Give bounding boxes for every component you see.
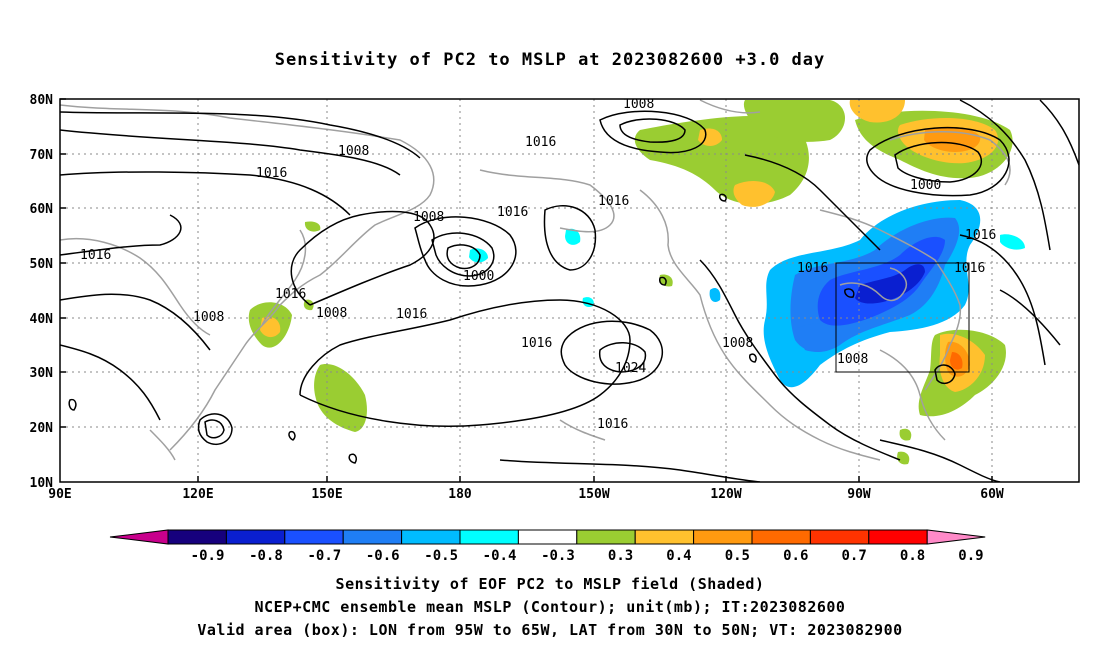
contour-label: 1016 <box>797 261 828 276</box>
colorbar: -0.9 -0.8 -0.7 -0.6 -0.5 -0.4 -0.3 0.3 0.4 0.5 0.6… <box>109 529 986 560</box>
contour-label: 1008 <box>837 352 868 367</box>
shade-positive-arctic-west <box>634 115 809 205</box>
lat-label: 40N <box>30 312 54 327</box>
colorbar-label: -0.9 <box>191 548 225 560</box>
colorbar-label: 0.3 <box>608 548 633 560</box>
contour-label: 1008 <box>413 210 444 225</box>
shade-positive-arctic-top <box>849 100 905 123</box>
shade-negative-labrador <box>1000 234 1025 250</box>
lat-label: 20N <box>30 421 54 436</box>
shade-negative-gulf <box>795 323 845 352</box>
caption-shading: Sensitivity of EOF PC2 to MSLP field (Sh… <box>335 575 765 593</box>
colorbar-segment <box>284 529 344 545</box>
map-title: Sensitivity of PC2 to MSLP at 2023082600… <box>274 50 826 70</box>
colorbar-label: 0.8 <box>900 548 925 560</box>
lat-label: 70N <box>30 148 54 163</box>
colorbar-segment <box>225 529 286 545</box>
contour-label: 1016 <box>497 205 528 220</box>
lon-label: 150W <box>578 487 609 502</box>
colorbar-segment <box>167 529 227 545</box>
colorbar-label: 0.7 <box>842 548 867 560</box>
colorbar-label: -0.5 <box>424 548 458 560</box>
shade-positive-arctic-mid <box>743 100 845 142</box>
colorbar-label: -0.3 <box>541 548 575 560</box>
colorbar-segment <box>809 529 870 545</box>
shade-negative-aleutian <box>469 248 488 263</box>
contour-label: 1016 <box>275 287 306 302</box>
lat-axis-labels: 80N 70N 60N 50N 40N 30N 20N 10N <box>30 93 54 491</box>
contour-label: 1008 <box>193 310 224 325</box>
colorbar-segment <box>751 529 811 545</box>
colorbar-label: 0.6 <box>783 548 808 560</box>
caption-contour: NCEP+CMC ensemble mean MSLP (Contour); u… <box>254 598 846 616</box>
lon-label: 150E <box>311 487 342 502</box>
colorbar-label: -0.7 <box>307 548 341 560</box>
lat-lon-grid <box>60 99 1079 482</box>
lat-label: 10N <box>30 476 54 491</box>
colorbar-segment <box>693 529 753 545</box>
axis-ticks <box>60 98 993 482</box>
colorbar-label: -0.6 <box>366 548 400 560</box>
shade-positive-caribbean-2 <box>897 451 910 465</box>
shade-negative-coast-spot <box>709 288 721 302</box>
map-frame <box>59 98 1080 483</box>
colorbar-segment <box>868 529 928 545</box>
shade-positive-pacific-band <box>314 364 367 432</box>
lat-label: 80N <box>30 93 54 108</box>
lat-label: 30N <box>30 366 54 381</box>
lon-axis-labels: 90E 120E 150E 180 150W 120W 90W 60W <box>48 487 1004 502</box>
contour-label: 1016 <box>597 417 628 432</box>
contour-label: 1016 <box>525 135 556 150</box>
lon-label: 60W <box>980 487 1004 502</box>
lat-label: 60N <box>30 202 54 217</box>
lat-label: 50N <box>30 257 54 272</box>
contour-label: 1016 <box>965 228 996 243</box>
shade-negative-gulf-alaska <box>565 228 581 245</box>
shade-negative-na-core <box>855 264 925 304</box>
colorbar-right-extension <box>926 529 986 545</box>
contour-label: 1024 <box>615 361 646 376</box>
contour-label: 1008 <box>316 306 347 321</box>
contour-label: 1000 <box>463 269 494 284</box>
contour-label: 1016 <box>396 307 427 322</box>
contour-label: 1016 <box>598 194 629 209</box>
lon-label: 120E <box>182 487 213 502</box>
contour-label: 1016 <box>80 248 111 263</box>
caption-valid-area: Valid area (box): LON from 95W to 65W, L… <box>197 621 903 639</box>
contour-label: 1016 <box>521 336 552 351</box>
colorbar-segment <box>459 529 519 545</box>
colorbar-left-extension <box>109 529 169 545</box>
contour-label: 1008 <box>722 336 753 351</box>
map-figure: 1008 1008 1008 1008 1008 1008 1008 1016 … <box>30 93 1080 560</box>
contour-label: 1016 <box>954 261 985 276</box>
colorbar-label: -0.8 <box>249 548 283 560</box>
colorbar-segment <box>634 529 695 545</box>
lon-label: 120W <box>710 487 741 502</box>
valid-area-box <box>835 262 970 373</box>
colorbar-segment <box>576 529 636 545</box>
colorbar-label: 0.4 <box>666 548 691 560</box>
contour-label: 1008 <box>338 144 369 159</box>
shade-positive-pacific-spot <box>304 221 321 232</box>
shade-positive-alaska-spot <box>733 180 775 207</box>
colorbar-label: 0.5 <box>725 548 750 560</box>
contour-label: 1000 <box>910 178 941 193</box>
colorbar-label: -0.4 <box>483 548 517 560</box>
coastlines <box>60 99 1011 461</box>
shade-positive-atlantic-peak <box>950 352 963 370</box>
lon-label: 180 <box>448 487 472 502</box>
contour-label: 1008 <box>623 97 654 112</box>
colorbar-segment <box>517 529 578 545</box>
contour-label-layer: 1008 1008 1008 1008 1008 1008 1008 1016 … <box>80 97 996 432</box>
colorbar-segment <box>342 529 403 545</box>
contour-label: 1016 <box>256 166 287 181</box>
mslp-contours <box>60 99 1079 482</box>
lon-label: 90E <box>48 487 71 502</box>
colorbar-segment <box>401 529 461 545</box>
lon-label: 90W <box>847 487 871 502</box>
colorbar-label: 0.9 <box>958 548 983 560</box>
shade-positive-caribbean <box>899 428 912 441</box>
